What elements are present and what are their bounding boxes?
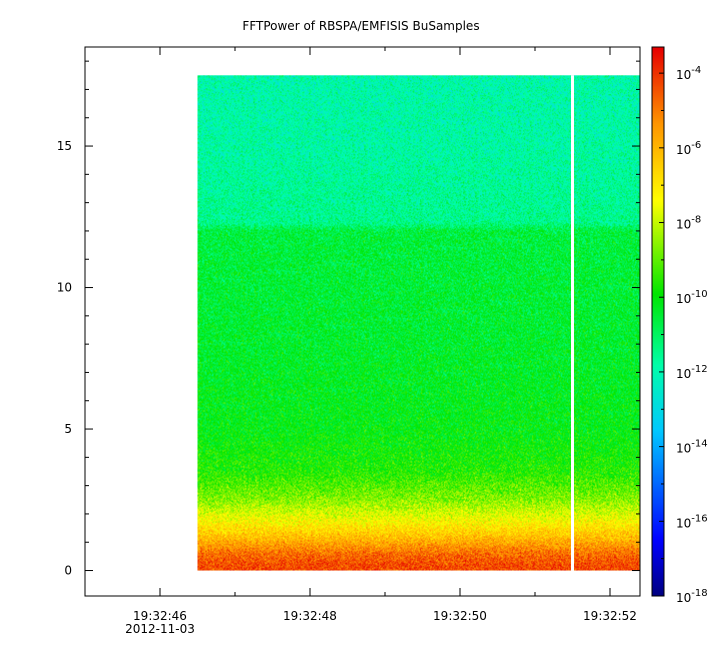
chart-title: FFTPower of RBSPA/EMFISIS BuSamples	[242, 19, 479, 33]
colorbar-tick-label: 10-6	[676, 140, 701, 157]
plot-area	[84, 46, 641, 597]
colorbar-tick-label: 10-10	[676, 289, 708, 306]
colorbar: 10-18 10-16 10-14 10-12 10-10 10-8 10-6 10-4	[651, 46, 708, 605]
plot-frame	[84, 46, 641, 597]
y-tick-label: 0	[64, 564, 72, 578]
colorbar-tick-label: 10-16	[676, 513, 708, 530]
x-axis: 19:32:46 19:32:48 19:32:50 19:32:52	[84, 47, 637, 623]
colorbar-tick-label: 10-12	[676, 364, 708, 381]
colorbar-tick-label: 10-14	[676, 439, 708, 456]
x-tick-label: 19:32:46	[133, 609, 187, 623]
y-tick-label: 5	[64, 422, 72, 436]
data-gap-stripe	[571, 75, 574, 571]
spectrogram-heatmap	[197, 75, 640, 571]
x-tick-label: 19:32:50	[433, 609, 487, 623]
x-tick-label: 19:32:52	[583, 609, 637, 623]
colorbar-ticks: 10-18 10-16 10-14 10-12 10-10 10-8 10-6 10-4	[659, 65, 708, 605]
y-tick-label: 10	[57, 281, 72, 295]
colorbar-tick-label: 10-8	[676, 215, 701, 232]
colorbar-frame	[651, 46, 665, 597]
colorbar-tick-label: 10-4	[676, 65, 701, 82]
y-tick-label: 15	[57, 139, 72, 153]
colorbar-tick-label: 10-18	[676, 588, 708, 605]
x-tick-label: 19:32:48	[283, 609, 337, 623]
y-axis: 0 5 10 15	[57, 60, 640, 578]
colorbar-gradient	[652, 47, 664, 596]
x-axis-date-label: 2012-11-03	[125, 622, 195, 636]
